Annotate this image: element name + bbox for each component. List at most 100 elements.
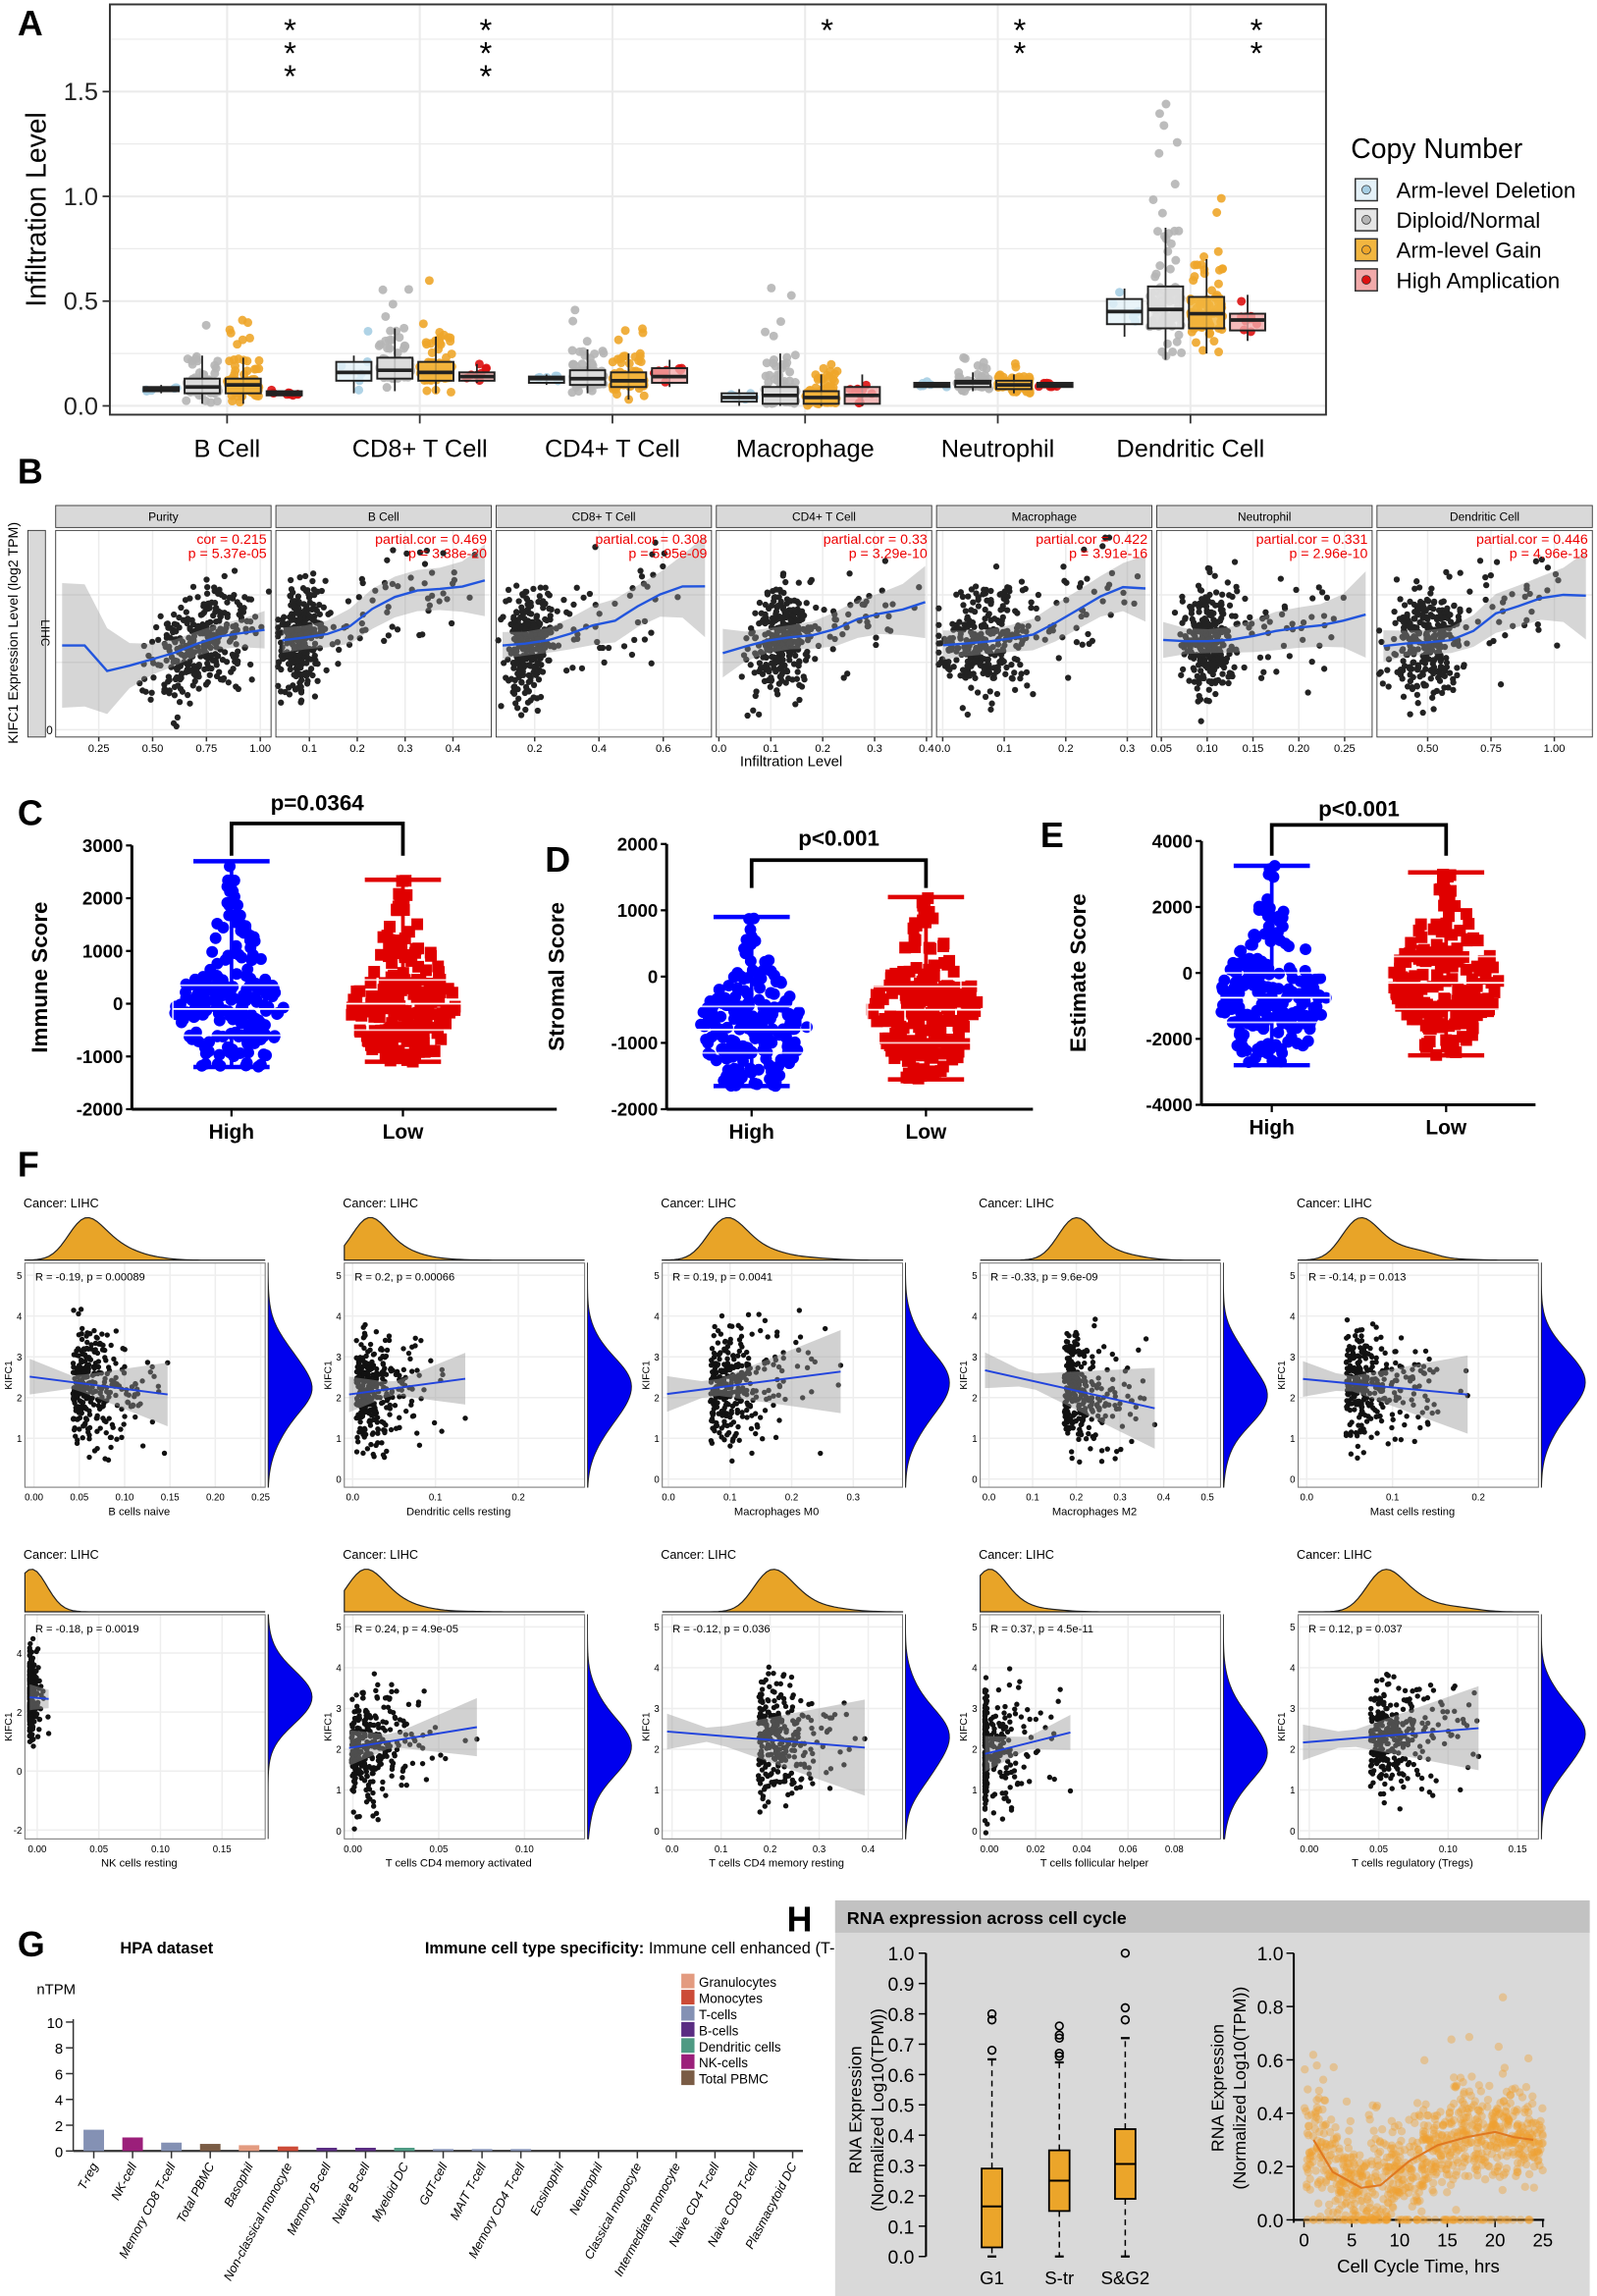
data-point: [598, 347, 608, 356]
data-point: [1206, 612, 1213, 618]
data-point: [1379, 680, 1386, 687]
data-point: [987, 706, 994, 713]
data-point: [785, 376, 795, 386]
data-point: [1011, 655, 1018, 663]
data-point: [522, 683, 530, 690]
data-point: [248, 676, 255, 683]
data-point: [1179, 593, 1186, 601]
data-point: [648, 660, 655, 667]
data-point: [1084, 575, 1091, 582]
data-point: [1391, 608, 1398, 615]
data-point: [639, 391, 649, 400]
data-point: [295, 598, 302, 606]
data-point: [278, 699, 285, 706]
data-point: [1544, 564, 1552, 571]
data-point: [986, 688, 993, 695]
x-tick-label: 0.50: [1417, 743, 1439, 755]
x-tick-label: 0.4: [446, 743, 461, 755]
data-point: [1247, 614, 1253, 620]
data-point: [225, 679, 232, 686]
data-point: [254, 355, 264, 365]
data-point: [1002, 670, 1009, 677]
y-tick-label: 1.5: [64, 79, 98, 106]
data-point: [533, 613, 541, 619]
data-point: [230, 361, 240, 371]
data-point: [366, 1042, 379, 1055]
data-point: [886, 1041, 899, 1054]
data-point: [383, 950, 396, 963]
data-point: [1257, 966, 1270, 979]
data-point: [238, 335, 247, 345]
significance-bracket: [749, 858, 929, 888]
data-point: [990, 674, 997, 681]
data-point: [1179, 666, 1187, 673]
panel-label: E: [1040, 816, 1064, 855]
data-point: [819, 363, 828, 373]
data-point: [783, 667, 790, 674]
data-point: [185, 662, 192, 668]
data-point: [782, 679, 789, 686]
data-point: [1209, 337, 1219, 347]
data-point: [234, 660, 240, 667]
data-point: [185, 691, 191, 699]
data-point: [510, 661, 518, 667]
y-tick-label: 0: [46, 723, 53, 737]
facet-title: CD8+ T Cell: [572, 510, 636, 524]
data-point: [1393, 576, 1401, 583]
data-point: [1003, 598, 1010, 606]
data-point: [1079, 641, 1086, 648]
data-point: [779, 570, 787, 577]
data-point: [1419, 671, 1426, 678]
data-point: [287, 666, 293, 673]
data-point: [524, 699, 532, 706]
data-point: [301, 649, 309, 656]
data-point: [206, 671, 213, 678]
data-point: [207, 618, 214, 625]
data-point: [1251, 1004, 1263, 1017]
data-point: [310, 586, 318, 593]
data-point: [435, 327, 445, 337]
data-point: [519, 591, 526, 598]
data-point: [212, 397, 222, 406]
data-point: [515, 695, 522, 702]
data-point: [968, 684, 975, 691]
data-point: [829, 646, 836, 653]
x-tick-label: 0.1: [996, 743, 1012, 755]
data-point: [779, 619, 786, 627]
data-point: [186, 625, 193, 633]
data-point: [826, 359, 836, 369]
data-point: [1261, 981, 1274, 993]
data-point: [184, 619, 190, 627]
data-point: [738, 673, 745, 680]
data-point: [612, 354, 622, 364]
data-point: [620, 643, 628, 650]
data-point: [524, 617, 532, 624]
data-point: [727, 971, 740, 984]
data-point: [1245, 938, 1257, 951]
x-tick-label: 0.75: [1480, 743, 1502, 755]
data-point: [756, 599, 764, 607]
data-point: [928, 1015, 939, 1028]
data-point: [631, 636, 638, 644]
data-point: [1196, 652, 1202, 660]
data-point: [1404, 683, 1411, 690]
data-point: [211, 584, 218, 591]
data-point: [957, 672, 964, 679]
data-point: [971, 623, 978, 630]
data-point: [982, 615, 988, 622]
data-point: [1213, 246, 1223, 256]
data-point: [1293, 586, 1300, 593]
data-point: [286, 614, 293, 620]
data-point: [1177, 347, 1187, 357]
data-point: [179, 670, 186, 677]
data-point: [1190, 665, 1197, 671]
data-point: [752, 692, 759, 700]
data-point: [206, 945, 219, 958]
data-point: [1420, 621, 1428, 629]
data-point: [1428, 667, 1436, 673]
data-point: [1434, 621, 1442, 628]
data-point: [203, 1036, 216, 1048]
data-point: [1161, 99, 1171, 109]
data-point: [760, 664, 767, 671]
data-point: [959, 352, 969, 362]
